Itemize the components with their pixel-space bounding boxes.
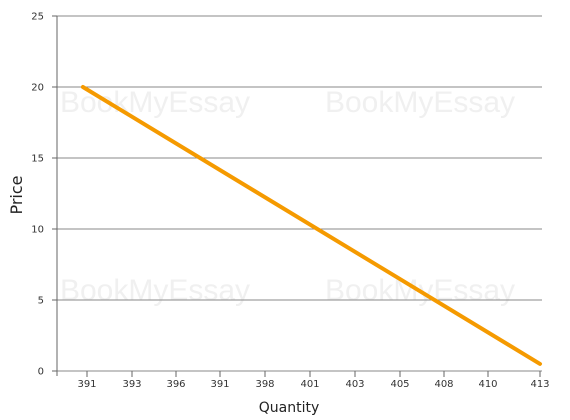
series-layer bbox=[80, 85, 542, 366]
y-tick-label: 5 bbox=[38, 296, 44, 307]
x-tick-label: 403 bbox=[345, 379, 364, 390]
x-tick-label: 401 bbox=[300, 379, 319, 390]
x-tick-label: 398 bbox=[255, 379, 274, 390]
demand-line bbox=[80, 85, 542, 366]
y-tick-label: 10 bbox=[31, 225, 44, 236]
x-tick-label: 410 bbox=[478, 379, 497, 390]
x-tick-label: 405 bbox=[390, 379, 409, 390]
watermark-text: BookMyEssay bbox=[60, 274, 250, 307]
x-axis-label: Quantity bbox=[259, 400, 320, 416]
y-tick-labels: 0 5 10 15 20 25 bbox=[31, 12, 57, 378]
x-tick-label: 413 bbox=[530, 379, 549, 390]
y-tick-label: 20 bbox=[31, 83, 44, 94]
y-tick-label: 0 bbox=[38, 367, 44, 378]
x-tick-label: 393 bbox=[122, 379, 141, 390]
y-tick-label: 15 bbox=[31, 154, 44, 165]
watermark-text: BookMyEssay bbox=[325, 86, 515, 119]
x-tick-label: 396 bbox=[166, 379, 185, 390]
x-tick-labels: 391 393 396 391 398 401 403 405 408 410 413 bbox=[77, 371, 550, 390]
y-axis-label: Price bbox=[7, 175, 26, 214]
x-tick-label: 391 bbox=[210, 379, 229, 390]
gridlines bbox=[57, 15, 542, 372]
y-tick-label: 25 bbox=[31, 12, 44, 23]
x-tick-label: 391 bbox=[77, 379, 96, 390]
x-tick-label: 408 bbox=[434, 379, 453, 390]
